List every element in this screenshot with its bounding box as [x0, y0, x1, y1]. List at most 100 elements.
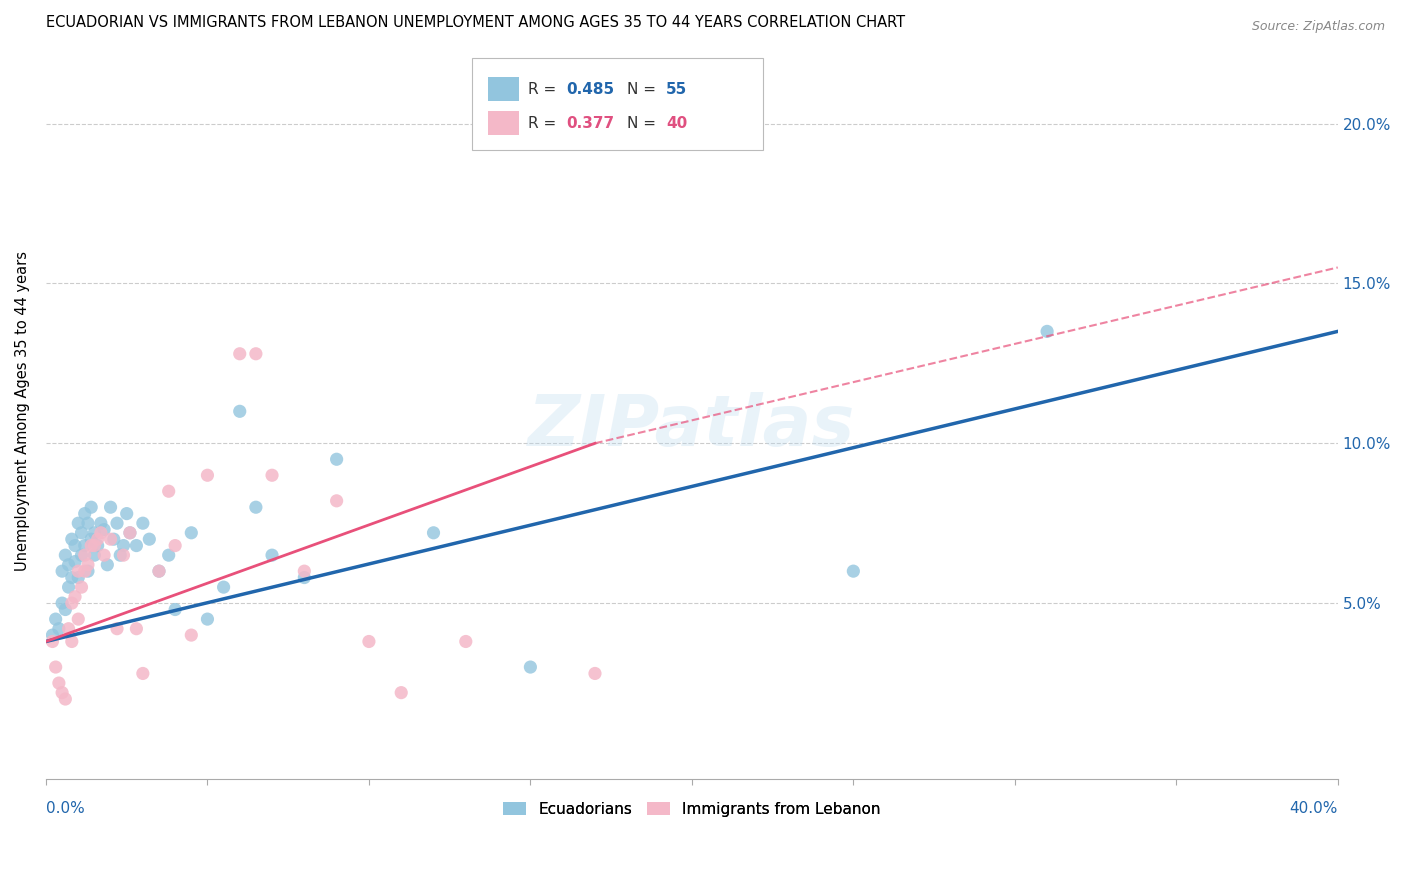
Text: 40: 40 — [666, 116, 688, 130]
Point — [80, 500, 103, 515]
Point — [83, 539, 105, 553]
FancyBboxPatch shape — [472, 58, 763, 150]
FancyBboxPatch shape — [488, 78, 519, 101]
Point — [245, 347, 267, 361]
Point — [180, 628, 202, 642]
Point — [77, 558, 100, 572]
Point — [58, 622, 80, 636]
Point — [100, 532, 122, 546]
Point — [138, 532, 160, 546]
Point — [112, 539, 135, 553]
Text: 40.0%: 40.0% — [1289, 801, 1337, 816]
Point — [112, 548, 135, 562]
Point — [389, 686, 412, 700]
Point — [51, 564, 73, 578]
Point — [48, 622, 70, 636]
Point — [67, 570, 90, 584]
Point — [93, 548, 115, 562]
Point — [132, 666, 155, 681]
Point — [93, 523, 115, 537]
Point — [41, 628, 63, 642]
Point — [73, 548, 96, 562]
Point — [292, 564, 315, 578]
Point — [83, 548, 105, 562]
Point — [60, 532, 83, 546]
Point — [245, 500, 267, 515]
Point — [53, 692, 76, 706]
Point — [90, 525, 112, 540]
Point — [110, 548, 132, 562]
Point — [67, 564, 90, 578]
Point — [681, 132, 703, 146]
Point — [229, 347, 252, 361]
Point — [260, 548, 283, 562]
Point — [197, 468, 219, 483]
Point — [1036, 325, 1059, 339]
Point — [212, 580, 235, 594]
Point — [70, 525, 93, 540]
Point — [842, 564, 865, 578]
Point — [51, 596, 73, 610]
Point — [67, 612, 90, 626]
Point — [118, 525, 141, 540]
Text: 55: 55 — [666, 82, 688, 96]
Point — [157, 484, 180, 499]
Point — [73, 564, 96, 578]
Point — [96, 558, 118, 572]
Point — [103, 532, 125, 546]
Text: 0.485: 0.485 — [567, 82, 614, 96]
Point — [454, 634, 477, 648]
Point — [60, 570, 83, 584]
Text: R =: R = — [527, 82, 561, 96]
Text: R =: R = — [527, 116, 561, 130]
Point — [165, 539, 187, 553]
Point — [51, 686, 73, 700]
Point — [422, 525, 444, 540]
Point — [86, 532, 108, 546]
Text: ZIPatlas: ZIPatlas — [529, 392, 856, 460]
Point — [180, 525, 202, 540]
Point — [83, 525, 105, 540]
Legend: Ecuadorians, Immigrants from Lebanon: Ecuadorians, Immigrants from Lebanon — [496, 796, 887, 822]
Point — [357, 634, 380, 648]
Point — [53, 548, 76, 562]
Point — [86, 539, 108, 553]
Point — [48, 676, 70, 690]
Point — [125, 539, 148, 553]
Point — [105, 516, 128, 531]
Point — [67, 516, 90, 531]
FancyBboxPatch shape — [488, 112, 519, 135]
Point — [77, 516, 100, 531]
Point — [63, 555, 86, 569]
Point — [90, 516, 112, 531]
Point — [118, 525, 141, 540]
Point — [115, 507, 138, 521]
Text: ECUADORIAN VS IMMIGRANTS FROM LEBANON UNEMPLOYMENT AMONG AGES 35 TO 44 YEARS COR: ECUADORIAN VS IMMIGRANTS FROM LEBANON UN… — [46, 15, 905, 30]
Point — [63, 539, 86, 553]
Point — [148, 564, 170, 578]
Point — [165, 602, 187, 616]
Point — [63, 590, 86, 604]
Point — [58, 580, 80, 594]
Point — [45, 612, 67, 626]
Point — [80, 532, 103, 546]
Point — [105, 622, 128, 636]
Text: Source: ZipAtlas.com: Source: ZipAtlas.com — [1251, 20, 1385, 33]
Point — [70, 580, 93, 594]
Text: N =: N = — [627, 82, 661, 96]
Point — [325, 493, 347, 508]
Point — [157, 548, 180, 562]
Point — [77, 564, 100, 578]
Point — [519, 660, 541, 674]
Y-axis label: Unemployment Among Ages 35 to 44 years: Unemployment Among Ages 35 to 44 years — [15, 252, 30, 571]
Point — [53, 602, 76, 616]
Point — [325, 452, 347, 467]
Point — [60, 634, 83, 648]
Point — [132, 516, 155, 531]
Point — [60, 596, 83, 610]
Point — [100, 500, 122, 515]
Point — [80, 539, 103, 553]
Text: 0.377: 0.377 — [567, 116, 614, 130]
Point — [45, 660, 67, 674]
Point — [197, 612, 219, 626]
